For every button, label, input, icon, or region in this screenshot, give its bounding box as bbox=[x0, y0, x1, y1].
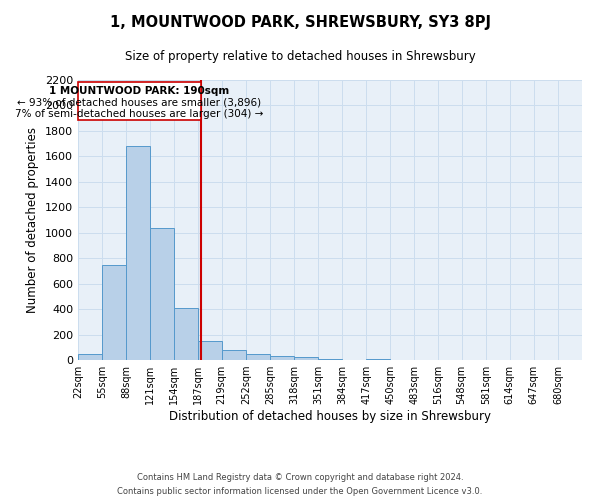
Bar bbox=[294, 358, 318, 360]
Text: ← 93% of detached houses are smaller (3,896): ← 93% of detached houses are smaller (3,… bbox=[17, 98, 262, 108]
Y-axis label: Number of detached properties: Number of detached properties bbox=[26, 127, 40, 313]
Bar bbox=[174, 308, 199, 360]
Bar bbox=[270, 356, 294, 360]
Bar bbox=[126, 146, 150, 360]
Text: Size of property relative to detached houses in Shrewsbury: Size of property relative to detached ho… bbox=[125, 50, 475, 63]
Bar bbox=[78, 82, 200, 120]
Bar bbox=[366, 358, 390, 360]
Bar bbox=[221, 350, 246, 360]
Text: Contains public sector information licensed under the Open Government Licence v3: Contains public sector information licen… bbox=[118, 486, 482, 496]
Bar bbox=[199, 341, 223, 360]
Text: 7% of semi-detached houses are larger (304) →: 7% of semi-detached houses are larger (3… bbox=[15, 109, 263, 119]
Bar bbox=[102, 264, 126, 360]
Text: Contains HM Land Registry data © Crown copyright and database right 2024.: Contains HM Land Registry data © Crown c… bbox=[137, 473, 463, 482]
Text: 1, MOUNTWOOD PARK, SHREWSBURY, SY3 8PJ: 1, MOUNTWOOD PARK, SHREWSBURY, SY3 8PJ bbox=[110, 15, 491, 30]
Text: 1 MOUNTWOOD PARK: 190sqm: 1 MOUNTWOOD PARK: 190sqm bbox=[49, 86, 229, 96]
Bar bbox=[78, 354, 102, 360]
Bar bbox=[246, 354, 270, 360]
Bar bbox=[318, 358, 342, 360]
X-axis label: Distribution of detached houses by size in Shrewsbury: Distribution of detached houses by size … bbox=[169, 410, 491, 423]
Bar bbox=[150, 228, 174, 360]
